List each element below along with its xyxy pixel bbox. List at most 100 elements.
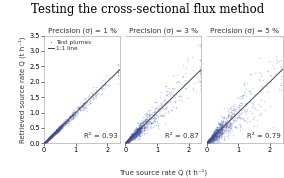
Point xyxy=(66,118,71,121)
Point xyxy=(219,129,224,132)
Point xyxy=(128,139,132,142)
Point xyxy=(124,141,128,144)
Point xyxy=(137,130,141,133)
Point xyxy=(139,127,143,129)
Point xyxy=(239,94,244,97)
Point xyxy=(44,140,48,143)
Point xyxy=(214,133,219,136)
Point xyxy=(220,129,224,132)
Point xyxy=(47,137,51,140)
Title: Precision (σ) = 5 %: Precision (σ) = 5 % xyxy=(210,27,279,34)
Point xyxy=(216,134,220,137)
Point xyxy=(53,131,57,134)
Point xyxy=(210,135,214,138)
Point xyxy=(46,138,50,141)
Point xyxy=(211,137,216,140)
Point xyxy=(141,127,146,130)
Point xyxy=(70,112,75,115)
Point xyxy=(48,135,52,138)
Point xyxy=(47,136,51,139)
Point xyxy=(211,134,216,137)
Point xyxy=(219,131,224,134)
Point xyxy=(210,137,214,140)
Point xyxy=(242,116,247,119)
Point xyxy=(140,127,144,130)
Point xyxy=(54,129,59,132)
Point xyxy=(229,106,233,109)
Point xyxy=(136,127,141,130)
Point xyxy=(83,106,88,109)
Point xyxy=(51,133,55,136)
Point xyxy=(126,137,131,140)
Point xyxy=(204,141,209,144)
Point xyxy=(229,109,234,112)
Point xyxy=(205,141,210,144)
Point xyxy=(45,139,49,142)
Point xyxy=(216,123,221,126)
Point xyxy=(207,138,212,141)
Point xyxy=(196,44,201,47)
Point xyxy=(169,90,174,93)
Point xyxy=(128,136,132,139)
Point xyxy=(262,100,266,103)
Point xyxy=(125,140,130,143)
Point xyxy=(51,132,56,135)
Point xyxy=(82,108,86,111)
Point xyxy=(224,129,228,132)
Point xyxy=(95,91,100,94)
Point xyxy=(207,139,212,142)
Point xyxy=(255,119,260,122)
Point xyxy=(235,116,240,119)
Point xyxy=(94,85,99,88)
Point xyxy=(129,135,134,138)
Point xyxy=(55,128,59,131)
Point xyxy=(51,134,55,137)
Point xyxy=(125,141,129,144)
Point xyxy=(210,134,214,137)
Point xyxy=(128,135,132,138)
Point xyxy=(222,126,226,129)
Point xyxy=(66,117,70,120)
Point xyxy=(64,122,69,125)
Point xyxy=(228,126,233,129)
Point xyxy=(43,141,47,144)
Point xyxy=(210,138,215,141)
Point xyxy=(48,135,53,138)
Point xyxy=(144,116,149,119)
Point xyxy=(236,111,240,113)
Point xyxy=(133,128,138,131)
Point xyxy=(217,130,222,133)
Point xyxy=(128,137,132,140)
Point xyxy=(130,134,135,137)
Point xyxy=(47,138,51,140)
Point xyxy=(220,129,224,132)
Point xyxy=(206,140,211,142)
Point xyxy=(133,132,137,134)
Point xyxy=(125,140,130,143)
Point xyxy=(132,135,137,138)
Point xyxy=(128,138,132,140)
Point xyxy=(204,142,209,145)
Point xyxy=(253,106,258,109)
Point xyxy=(56,128,61,130)
Point xyxy=(135,128,139,130)
Point xyxy=(49,135,53,138)
Point xyxy=(57,128,61,131)
Point xyxy=(144,118,149,121)
Point xyxy=(217,132,222,134)
Point xyxy=(55,129,60,132)
Point xyxy=(164,89,168,92)
Point xyxy=(58,127,62,130)
Point xyxy=(130,134,135,137)
Point xyxy=(219,132,223,135)
Point xyxy=(143,124,148,127)
Point xyxy=(211,134,215,137)
Point xyxy=(43,141,47,144)
Point xyxy=(53,131,57,134)
Point xyxy=(51,133,55,136)
Point xyxy=(46,138,51,141)
Point xyxy=(50,134,55,137)
Point xyxy=(208,139,213,142)
Point xyxy=(256,103,260,106)
Point xyxy=(134,132,138,135)
